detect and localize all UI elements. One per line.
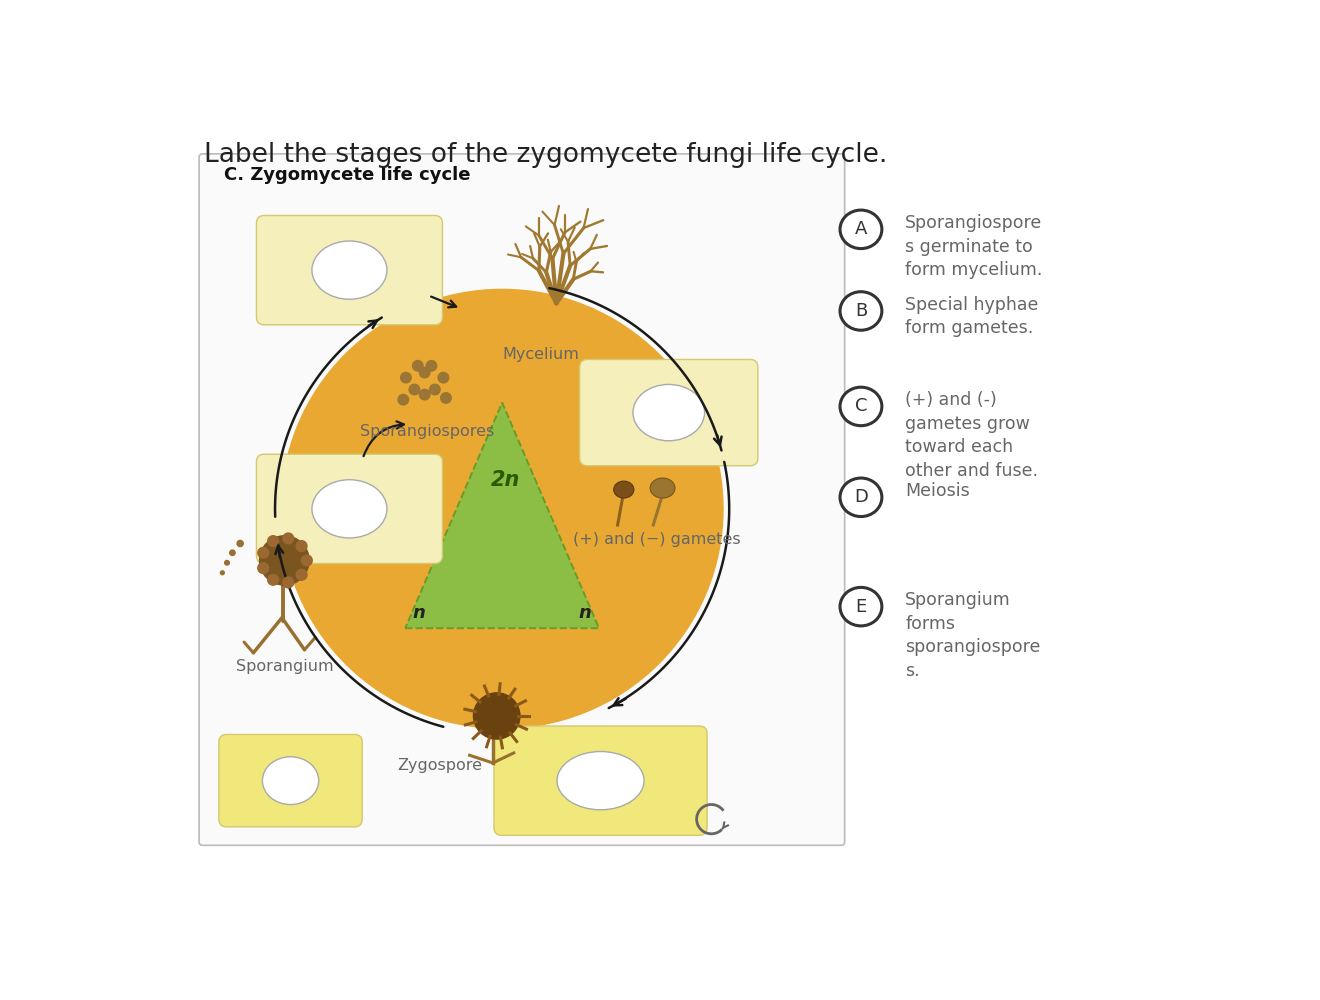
Text: Sporangium
forms
sporangiospore
s.: Sporangium forms sporangiospore s.: [906, 591, 1040, 680]
Ellipse shape: [840, 478, 882, 517]
Ellipse shape: [840, 387, 882, 426]
Text: C: C: [855, 397, 867, 415]
Circle shape: [230, 550, 235, 555]
Text: Label the stages of the zygomycete fungi life cycle.: Label the stages of the zygomycete fungi…: [203, 142, 887, 168]
Circle shape: [282, 533, 293, 544]
Text: E: E: [855, 598, 866, 616]
Circle shape: [413, 361, 424, 371]
Ellipse shape: [634, 384, 705, 441]
Text: B: B: [855, 302, 867, 320]
Circle shape: [426, 361, 437, 371]
Text: A: A: [855, 220, 867, 238]
Text: Sporangiospores: Sporangiospores: [360, 424, 494, 439]
Circle shape: [420, 367, 430, 378]
Circle shape: [409, 384, 420, 395]
Circle shape: [438, 372, 449, 383]
Circle shape: [400, 372, 411, 383]
Circle shape: [441, 393, 451, 403]
Circle shape: [474, 693, 520, 739]
Circle shape: [399, 394, 409, 405]
Polygon shape: [405, 403, 599, 628]
Ellipse shape: [651, 478, 675, 498]
Circle shape: [281, 289, 723, 728]
Text: Mycelium: Mycelium: [503, 347, 579, 362]
Circle shape: [420, 389, 430, 400]
Text: C. Zygomycete life cycle: C. Zygomycete life cycle: [224, 166, 470, 184]
Ellipse shape: [263, 757, 318, 805]
Circle shape: [257, 563, 269, 573]
Text: n: n: [413, 604, 425, 622]
Circle shape: [296, 569, 308, 580]
Text: Sporangiospore
s germinate to
form mycelium.: Sporangiospore s germinate to form mycel…: [906, 214, 1043, 279]
Ellipse shape: [840, 587, 882, 626]
Text: (+) and (−) gametes: (+) and (−) gametes: [573, 532, 741, 547]
Ellipse shape: [840, 210, 882, 249]
Ellipse shape: [557, 752, 644, 810]
Text: n: n: [578, 604, 591, 622]
Text: Sporangium: Sporangium: [236, 659, 334, 674]
FancyBboxPatch shape: [256, 454, 442, 564]
Text: Special hyphae
form gametes.: Special hyphae form gametes.: [906, 296, 1039, 337]
Ellipse shape: [614, 481, 634, 498]
Text: D: D: [854, 488, 867, 506]
FancyBboxPatch shape: [219, 734, 362, 827]
Circle shape: [224, 560, 230, 565]
Circle shape: [238, 540, 243, 547]
Ellipse shape: [312, 241, 387, 299]
Ellipse shape: [840, 292, 882, 330]
Circle shape: [268, 536, 279, 546]
Circle shape: [282, 577, 293, 588]
FancyBboxPatch shape: [256, 215, 442, 325]
FancyBboxPatch shape: [494, 726, 708, 835]
Circle shape: [257, 547, 269, 558]
FancyBboxPatch shape: [199, 154, 845, 845]
Text: 2n: 2n: [491, 470, 520, 490]
Circle shape: [296, 541, 308, 551]
Circle shape: [301, 555, 313, 566]
Circle shape: [429, 384, 440, 395]
Circle shape: [220, 571, 224, 575]
Text: (+) and (-)
gametes grow
toward each
other and fuse.: (+) and (-) gametes grow toward each oth…: [906, 391, 1038, 480]
Text: Zygospore: Zygospore: [397, 758, 483, 773]
FancyBboxPatch shape: [579, 359, 758, 466]
Ellipse shape: [312, 480, 387, 538]
Text: Meiosis: Meiosis: [906, 482, 970, 500]
Circle shape: [260, 536, 309, 585]
Circle shape: [268, 574, 279, 585]
